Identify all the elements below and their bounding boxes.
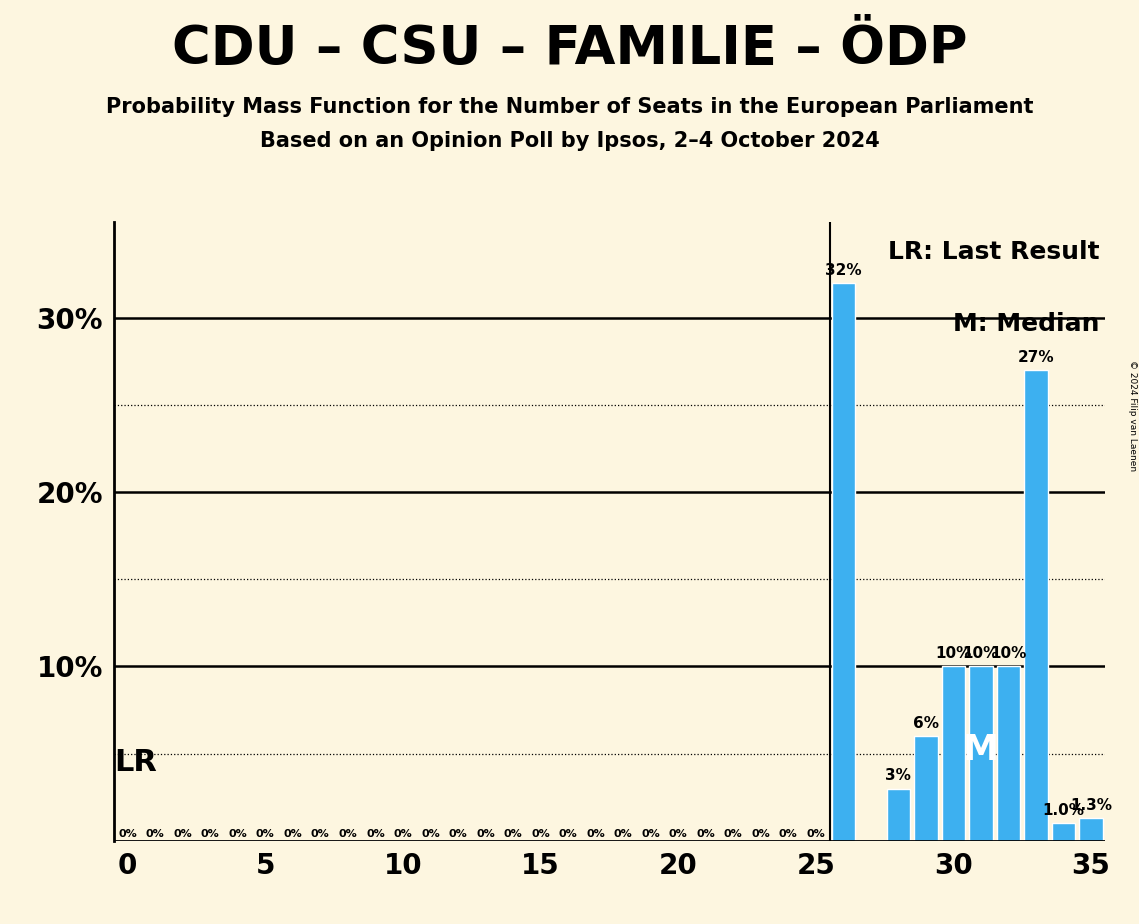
Text: 0%: 0% xyxy=(229,829,247,839)
Text: 3%: 3% xyxy=(885,768,911,784)
Text: 1.0%: 1.0% xyxy=(1042,803,1084,818)
Text: 0%: 0% xyxy=(284,829,302,839)
Text: 32%: 32% xyxy=(825,262,861,277)
Text: 0%: 0% xyxy=(146,829,164,839)
Text: M: Median: M: Median xyxy=(953,311,1100,335)
Text: 0%: 0% xyxy=(614,829,632,839)
Text: 0%: 0% xyxy=(476,829,494,839)
Text: 10%: 10% xyxy=(935,646,972,662)
Text: Probability Mass Function for the Number of Seats in the European Parliament: Probability Mass Function for the Number… xyxy=(106,97,1033,117)
Text: 0%: 0% xyxy=(394,829,412,839)
Bar xyxy=(969,666,993,841)
Bar xyxy=(1080,818,1103,841)
Text: 0%: 0% xyxy=(724,829,743,839)
Text: 0%: 0% xyxy=(531,829,550,839)
Text: 0%: 0% xyxy=(366,829,385,839)
Text: 0%: 0% xyxy=(806,829,825,839)
Text: 0%: 0% xyxy=(503,829,523,839)
Text: M: M xyxy=(962,733,999,767)
Text: LR: LR xyxy=(114,748,157,777)
Bar xyxy=(1051,823,1075,841)
Bar xyxy=(886,788,910,841)
Text: 0%: 0% xyxy=(449,829,467,839)
Text: CDU – CSU – FAMILIE – ÖDP: CDU – CSU – FAMILIE – ÖDP xyxy=(172,23,967,75)
Text: 0%: 0% xyxy=(669,829,688,839)
Text: LR: Last Result: LR: Last Result xyxy=(888,240,1100,264)
Bar xyxy=(942,666,965,841)
Bar xyxy=(997,666,1021,841)
Text: 0%: 0% xyxy=(421,829,440,839)
Text: 0%: 0% xyxy=(587,829,605,839)
Text: 6%: 6% xyxy=(913,716,939,731)
Text: 0%: 0% xyxy=(200,829,220,839)
Text: © 2024 Filip van Laenen: © 2024 Filip van Laenen xyxy=(1128,360,1137,471)
Bar xyxy=(831,283,855,841)
Text: Based on an Opinion Poll by Ipsos, 2–4 October 2024: Based on an Opinion Poll by Ipsos, 2–4 O… xyxy=(260,131,879,152)
Text: 27%: 27% xyxy=(1018,350,1055,365)
Text: 0%: 0% xyxy=(779,829,797,839)
Text: 0%: 0% xyxy=(118,829,137,839)
Text: 0%: 0% xyxy=(256,829,274,839)
Text: 0%: 0% xyxy=(641,829,659,839)
Text: 0%: 0% xyxy=(173,829,192,839)
Text: 0%: 0% xyxy=(752,829,770,839)
Text: 0%: 0% xyxy=(311,829,329,839)
Text: 0%: 0% xyxy=(559,829,577,839)
Bar xyxy=(1024,370,1048,841)
Bar xyxy=(915,736,937,841)
Text: 10%: 10% xyxy=(962,646,999,662)
Text: 0%: 0% xyxy=(338,829,358,839)
Text: 0%: 0% xyxy=(696,829,715,839)
Text: 1.3%: 1.3% xyxy=(1070,798,1112,813)
Text: 10%: 10% xyxy=(990,646,1026,662)
